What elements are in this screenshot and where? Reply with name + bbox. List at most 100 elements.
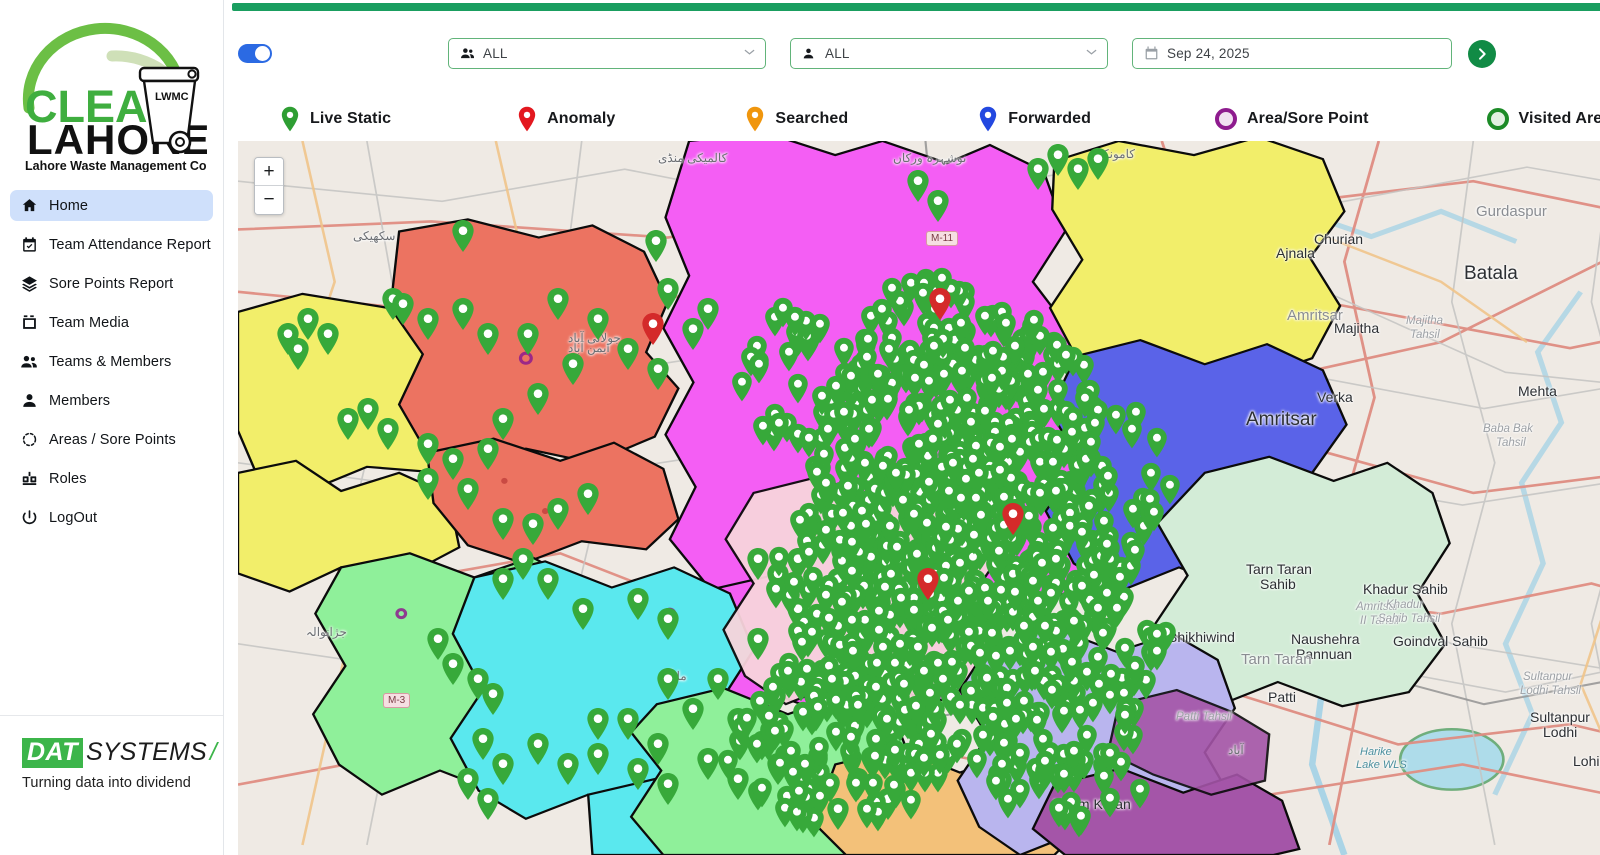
map-pin-marker[interactable] [1070, 521, 1094, 552]
map-container[interactable]: کالمیکی منڈی نوشہرہ ورکاں کامونکی سکھیکی ایم… [238, 141, 1600, 855]
map-pin-marker[interactable] [680, 317, 706, 351]
map-pin-marker[interactable] [878, 515, 902, 546]
map-pin-marker[interactable] [655, 607, 681, 641]
map-pin-marker[interactable] [655, 772, 681, 806]
legend-item-visited-area-sore-point[interactable]: Visited Area/Sore Point [1486, 107, 1600, 130]
map-pin-marker[interactable] [980, 367, 1004, 398]
legend-item-anomaly[interactable]: Anomaly [517, 106, 615, 132]
map-pin-marker[interactable] [825, 797, 851, 831]
map-pin-marker[interactable] [1062, 740, 1086, 771]
map-pin-marker[interactable] [761, 676, 785, 707]
map-pin-marker[interactable] [375, 417, 401, 451]
map-pin-marker[interactable] [585, 742, 611, 776]
map-pin-marker[interactable] [545, 497, 571, 531]
map-pin-marker[interactable] [877, 338, 901, 369]
map-pin-marker[interactable] [903, 367, 927, 398]
team-select[interactable]: ALL [448, 38, 766, 69]
map-pin-marker[interactable] [949, 487, 973, 518]
map-pin-marker[interactable] [932, 363, 956, 394]
sidebar-item-areas-sore-points[interactable]: Areas / Sore Points [10, 424, 213, 455]
map-pin-marker[interactable] [948, 694, 972, 725]
map-pin-marker[interactable] [490, 567, 516, 601]
map-pin-marker[interactable] [763, 720, 787, 751]
map-pin-marker[interactable] [831, 502, 855, 533]
map-pin-marker[interactable] [1032, 398, 1056, 429]
map-pin-marker[interactable] [1033, 615, 1057, 646]
map-pin-marker[interactable] [645, 357, 671, 391]
map-pin-marker[interactable] [1062, 610, 1086, 641]
map-pin-marker[interactable] [1142, 501, 1166, 532]
sidebar-item-home[interactable]: Home [10, 190, 213, 221]
map-pin-marker[interactable] [725, 767, 751, 801]
sidebar-item-team-media[interactable]: Team Media [10, 307, 213, 338]
map-pin-marker[interactable] [440, 652, 466, 686]
map-pin-marker[interactable] [976, 590, 1000, 621]
map-pin-marker[interactable] [525, 732, 551, 766]
map-pin-marker[interactable] [1098, 787, 1122, 818]
map-pin-marker[interactable] [695, 297, 721, 331]
map-pin-marker[interactable] [570, 597, 596, 631]
map-pin-marker[interactable] [927, 287, 953, 321]
map-pin-marker[interactable] [764, 578, 788, 609]
map-pin-marker[interactable] [735, 707, 759, 738]
map-pin-marker[interactable] [1096, 465, 1120, 496]
map-pin-marker[interactable] [315, 322, 341, 356]
map-pin-marker[interactable] [745, 547, 771, 581]
map-pin-marker[interactable] [902, 503, 926, 534]
zoom-in-button[interactable]: + [255, 158, 283, 186]
sidebar-item-roles[interactable]: Roles [10, 463, 213, 494]
map-pin-marker[interactable] [925, 189, 951, 223]
map-pin-marker[interactable] [415, 307, 441, 341]
map-pin-marker[interactable] [525, 382, 551, 416]
map-pin-marker[interactable] [814, 472, 838, 503]
map-pin-marker[interactable] [941, 452, 965, 483]
map-pin-marker[interactable] [788, 509, 812, 540]
map-pin-marker[interactable] [892, 673, 916, 704]
map-pin-marker[interactable] [1046, 378, 1070, 409]
legend-item-live-static[interactable]: Live Static [280, 106, 391, 132]
map-pin-marker[interactable] [490, 507, 516, 541]
map-pin-marker[interactable] [520, 512, 546, 546]
sidebar-item-logout[interactable]: LogOut [10, 502, 213, 533]
map-pin-marker[interactable] [840, 560, 864, 591]
map-pin-marker[interactable] [870, 298, 894, 329]
map-pin-marker[interactable] [695, 747, 721, 781]
map-pin-marker[interactable] [921, 428, 945, 459]
map-pin-marker[interactable] [545, 287, 571, 321]
map-pin-marker[interactable] [1070, 575, 1094, 606]
map-pin-marker[interactable] [938, 389, 962, 420]
map-pin-marker[interactable] [816, 418, 840, 449]
map-pin-marker[interactable] [470, 727, 496, 761]
map-pin-marker[interactable] [911, 282, 935, 313]
map-pin-marker[interactable] [905, 169, 931, 203]
map-pin-marker[interactable] [1047, 797, 1071, 828]
zoom-out-button[interactable]: − [255, 186, 283, 214]
map-pin-marker[interactable] [615, 337, 641, 371]
map-pin-marker[interactable] [1041, 451, 1065, 482]
map-pin-marker[interactable] [1079, 431, 1103, 462]
map-pin-marker[interactable] [824, 375, 848, 406]
map-pin-marker[interactable] [705, 667, 731, 701]
map-pin-marker[interactable] [475, 787, 501, 821]
map-pin-marker[interactable] [853, 452, 877, 483]
map-pin-marker[interactable] [840, 531, 864, 562]
sidebar-item-teams-and-members[interactable]: Teams & Members [10, 346, 213, 377]
map-pin-marker[interactable] [655, 667, 681, 701]
map-pin-marker[interactable] [625, 587, 651, 621]
map-pin-marker[interactable] [934, 516, 958, 547]
map-pin-marker[interactable] [973, 305, 997, 336]
map-pin-marker[interactable] [949, 312, 973, 343]
map-pin-marker[interactable] [285, 337, 311, 371]
map-pin-marker[interactable] [786, 373, 810, 404]
map-pin-marker[interactable] [1028, 482, 1052, 513]
map-pin-marker[interactable] [1085, 147, 1111, 181]
map-pin-marker[interactable] [585, 707, 611, 741]
map-pin-marker[interactable] [995, 692, 1019, 723]
map-pin-marker[interactable] [855, 798, 879, 829]
map-pin-marker[interactable] [295, 307, 321, 341]
map-pin-marker[interactable] [843, 428, 867, 459]
map-pin-marker[interactable] [1039, 582, 1063, 613]
map-pin-marker[interactable] [1060, 651, 1084, 682]
map-pin-marker[interactable] [832, 337, 856, 368]
map-pin-marker[interactable] [767, 546, 791, 577]
